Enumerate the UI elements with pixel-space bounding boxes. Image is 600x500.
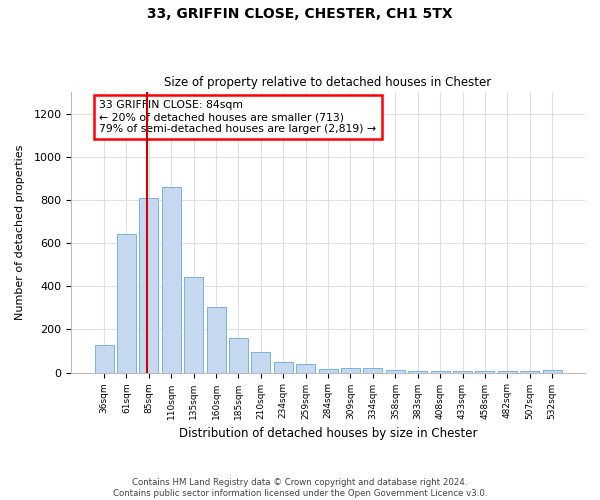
Bar — [341, 368, 360, 372]
Bar — [542, 370, 562, 372]
Bar — [162, 187, 181, 372]
Bar — [139, 198, 158, 372]
Bar — [206, 307, 226, 372]
Y-axis label: Number of detached properties: Number of detached properties — [15, 144, 25, 320]
Bar — [251, 352, 271, 372]
Bar — [95, 344, 113, 372]
Bar — [386, 370, 405, 372]
Bar — [229, 338, 248, 372]
Bar — [319, 368, 338, 372]
Bar — [296, 364, 315, 372]
Bar — [117, 234, 136, 372]
Bar — [364, 368, 382, 372]
X-axis label: Distribution of detached houses by size in Chester: Distribution of detached houses by size … — [179, 427, 478, 440]
Text: 33 GRIFFIN CLOSE: 84sqm
← 20% of detached houses are smaller (713)
79% of semi-d: 33 GRIFFIN CLOSE: 84sqm ← 20% of detache… — [100, 100, 377, 134]
Bar — [274, 362, 293, 372]
Text: Contains HM Land Registry data © Crown copyright and database right 2024.
Contai: Contains HM Land Registry data © Crown c… — [113, 478, 487, 498]
Text: 33, GRIFFIN CLOSE, CHESTER, CH1 5TX: 33, GRIFFIN CLOSE, CHESTER, CH1 5TX — [147, 8, 453, 22]
Title: Size of property relative to detached houses in Chester: Size of property relative to detached ho… — [164, 76, 492, 90]
Bar — [184, 276, 203, 372]
